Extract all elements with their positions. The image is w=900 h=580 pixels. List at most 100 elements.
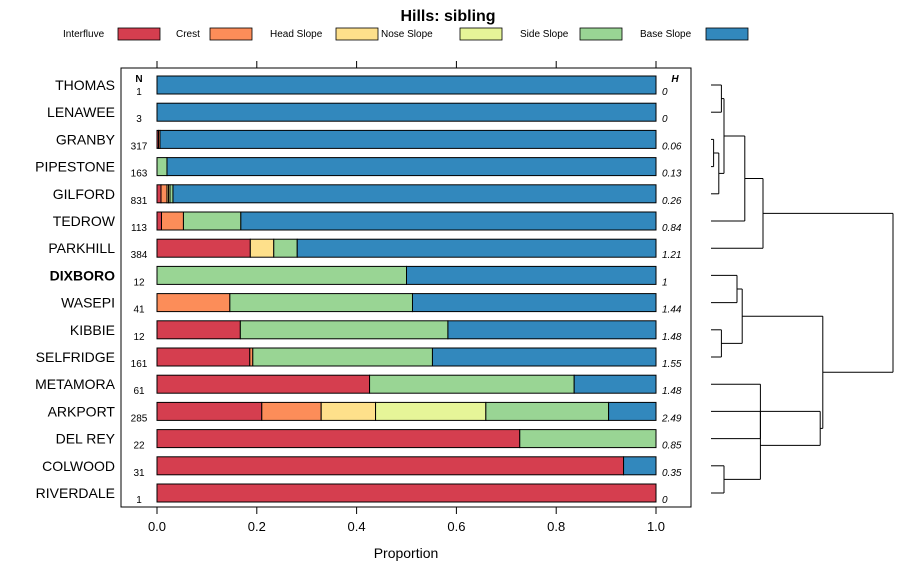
h-value: 1.55 [662, 359, 682, 370]
row-label: GRANBY [56, 131, 116, 147]
row-label: KIBBIE [70, 322, 115, 338]
bar-segment [156, 238, 251, 258]
row-label: ARKPORT [48, 403, 116, 419]
bar-segment [406, 265, 657, 285]
bar-segment [156, 265, 407, 285]
bar-segment [239, 320, 449, 340]
h-value: 0.06 [662, 141, 682, 152]
bar-segment [156, 211, 162, 231]
row-label: RIVERDALE [36, 485, 115, 501]
bar-segment [261, 401, 322, 421]
bar-segment [431, 347, 657, 367]
chart-title: Hills: sibling [400, 8, 495, 25]
x-tick-label: 0.0 [148, 519, 166, 534]
bar-segment [156, 456, 625, 476]
legend-label: Head Slope [270, 29, 323, 40]
h-value: 1.21 [662, 250, 681, 261]
h-value: 2.49 [661, 413, 682, 424]
row-label: TEDROW [53, 213, 116, 229]
n-value: 3 [136, 114, 142, 125]
n-value: 12 [133, 332, 145, 343]
bar-segment [160, 184, 168, 204]
h-value: 1.48 [662, 332, 682, 343]
bar-segment [229, 293, 413, 313]
bar-segment [240, 211, 657, 231]
bar-segment [485, 401, 610, 421]
bar-segment [623, 456, 657, 476]
h-value: 0.13 [662, 169, 682, 180]
n-value: 113 [131, 223, 147, 234]
x-tick-label: 0.8 [547, 519, 565, 534]
row-label: DEL REY [56, 431, 116, 447]
bar-segment [375, 401, 487, 421]
n-value: 41 [133, 305, 145, 316]
n-value: 31 [133, 468, 145, 479]
x-tick-label: 0.2 [248, 519, 266, 534]
x-axis: 0.0 0.2 0.4 0.6 0.8 1.0 [148, 61, 665, 534]
bar-segment [156, 102, 657, 122]
h-value: 0.35 [662, 468, 682, 479]
row-label: LENAWEE [47, 104, 115, 120]
bar-segment [156, 157, 168, 177]
bar-segment [273, 238, 298, 258]
row-label: COLWOOD [42, 458, 115, 474]
legend-label: Crest [176, 29, 200, 40]
bar-segment [156, 347, 251, 367]
h-column-header: H [671, 74, 679, 85]
row-label: DIXBORO [50, 267, 115, 283]
plot-panel [120, 67, 692, 508]
legend-swatch [117, 27, 161, 41]
legend-swatch [459, 27, 503, 41]
bar-segment [160, 211, 184, 231]
bar-segment [573, 374, 657, 394]
h-value: 1 [662, 277, 668, 288]
row-label: SELFRIDGE [36, 349, 115, 365]
bar-segment [166, 157, 657, 177]
h-value: 1.44 [662, 305, 682, 316]
h-value: 0 [662, 114, 668, 125]
bar-segment [519, 429, 657, 449]
x-tick-label: 1.0 [647, 519, 665, 534]
row-label: METAMORA [35, 376, 116, 392]
bar-segment [249, 238, 275, 258]
h-value: 0.26 [662, 196, 682, 207]
bar-segment [411, 293, 657, 313]
bar-segment [296, 238, 657, 258]
row-label: THOMAS [55, 77, 115, 93]
x-tick-label: 0.6 [447, 519, 465, 534]
bar-segment [369, 374, 575, 394]
legend-swatch [209, 27, 253, 41]
legend-label: Base Slope [640, 29, 692, 40]
x-tick-label: 0.4 [348, 519, 366, 534]
bar-rows: THOMAS 1 0 LENAWEE 3 0 GRANBY 317 0.06 PIPESTONE 1… [35, 75, 682, 506]
h-value: 0 [662, 87, 668, 98]
n-value: 317 [131, 141, 148, 152]
row-label: GILFORD [53, 186, 115, 202]
n-value: 1 [136, 87, 142, 98]
bar-segment [447, 320, 657, 340]
h-value: 0.84 [662, 223, 682, 234]
bar-segment [608, 401, 657, 421]
n-value: 161 [131, 359, 148, 370]
bar-segment [156, 401, 263, 421]
n-value: 285 [131, 413, 148, 424]
bar-segment [156, 293, 231, 313]
n-value: 163 [131, 169, 148, 180]
n-value: 61 [133, 386, 145, 397]
bar-segment [172, 184, 657, 204]
legend-swatch [335, 27, 379, 41]
row-label: PARKHILL [48, 240, 115, 256]
bar-segment [182, 211, 242, 231]
bar-segment [156, 483, 657, 503]
legend: Interfluve Crest Head Slope Nose Slope Side … [63, 27, 749, 41]
h-value: 1.48 [662, 386, 682, 397]
n-value: 22 [133, 441, 145, 452]
bar-segment [156, 320, 241, 340]
bar-segment [156, 429, 521, 449]
bar-segment [252, 347, 433, 367]
n-value: 1 [136, 495, 142, 506]
legend-label: Nose Slope [381, 29, 433, 40]
row-label: WASEPI [61, 295, 115, 311]
legend-label: Interfluve [63, 29, 105, 40]
